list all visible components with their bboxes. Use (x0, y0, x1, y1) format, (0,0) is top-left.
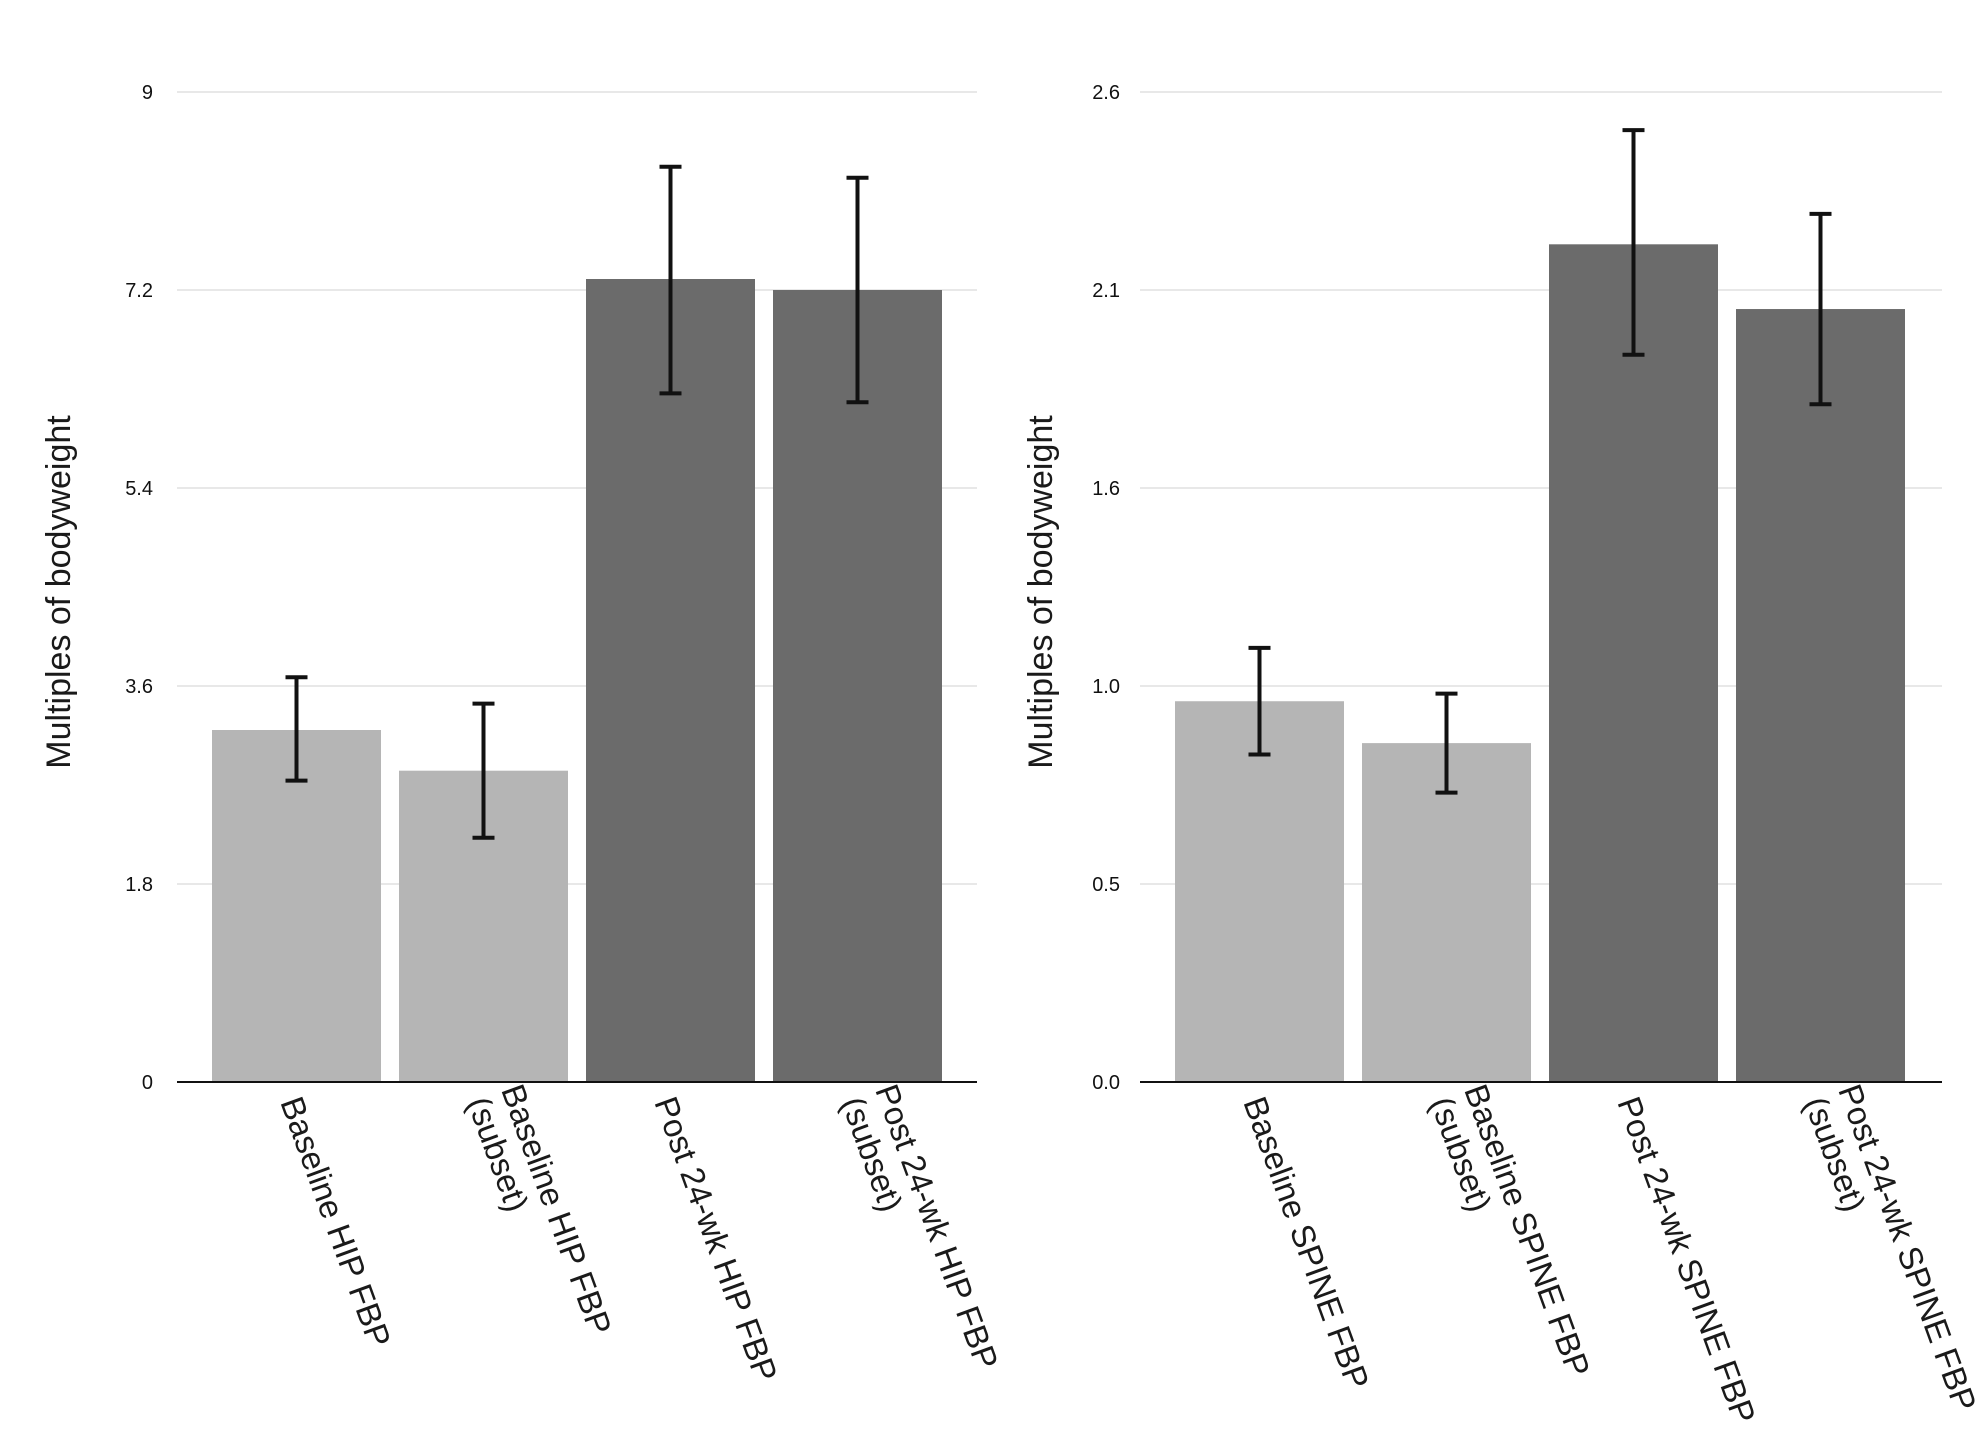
error-bar (1435, 691, 1458, 795)
y-tick-label: 5.4 (125, 478, 153, 500)
category-label-line: Post 24-wk HIP FBP (647, 1092, 784, 1387)
category-label-line: Post 24-wk SPINE FBP (1831, 1079, 1984, 1416)
error-bar (1622, 128, 1645, 357)
error-bar (285, 675, 308, 783)
error-bar (846, 175, 869, 405)
error-bar (472, 701, 495, 840)
category-label: Post 24-wk HIP FBP (647, 1092, 784, 1387)
category-label-line: Baseline HIP FBP (273, 1092, 398, 1352)
category-label: Baseline HIP FBP(subset) (460, 1079, 619, 1352)
error-bar (1809, 211, 1832, 407)
spine-fbp-chart: 0.0 0.5 1.0 1.6 2.1 2.6 Multiples of bodyweigh… (1022, 82, 1984, 1428)
y-axis-label: Multiples of bodyweight (1022, 415, 1060, 769)
bar (1549, 244, 1718, 1083)
bar (586, 279, 755, 1082)
y-tick-label: 2.1 (1092, 280, 1120, 302)
y-tick-label: 0 (142, 1072, 153, 1094)
category-label-line: Post 24-wk SPINE FBP (1610, 1092, 1763, 1429)
category-label: Post 24-wk SPINE FBP (1610, 1092, 1763, 1429)
error-bar (659, 164, 682, 396)
bar (773, 290, 942, 1082)
bar (1175, 701, 1344, 1082)
bar (1362, 743, 1531, 1082)
y-tick-label: 0.5 (1092, 874, 1120, 896)
category-label: Post 24-wk HIP FBP(subset) (834, 1079, 1005, 1386)
category-label-line: Baseline SPINE FBP (1236, 1092, 1376, 1394)
category-label-line: Baseline SPINE FBP (1457, 1079, 1597, 1381)
y-tick-label: 1.8 (125, 874, 153, 896)
bar (212, 730, 381, 1082)
category-label: Post 24-wk SPINE FBP(subset) (1797, 1079, 1984, 1428)
hip-fbp-chart: 0 1.8 3.6 5.4 7.2 9 Multiples of bodyweight Bas… (40, 82, 1006, 1386)
y-tick-label: 0.0 (1092, 1072, 1120, 1094)
y-tick-label: 1.6 (1092, 478, 1120, 500)
category-label-line: Post 24-wk HIP FBP (868, 1079, 1005, 1374)
bar (1736, 309, 1905, 1082)
y-axis-label: Multiples of bodyweight (40, 415, 78, 769)
category-label: Baseline SPINE FBP(subset) (1423, 1079, 1597, 1394)
category-label: Baseline SPINE FBP (1236, 1092, 1376, 1394)
y-tick-label: 3.6 (125, 676, 153, 698)
category-label: Baseline HIP FBP (273, 1092, 398, 1352)
y-tick-label: 7.2 (125, 280, 153, 302)
error-bar (1248, 645, 1271, 757)
y-tick-label: 2.6 (1092, 82, 1120, 104)
y-tick-label: 9 (142, 82, 153, 104)
y-tick-label: 1.0 (1092, 676, 1120, 698)
